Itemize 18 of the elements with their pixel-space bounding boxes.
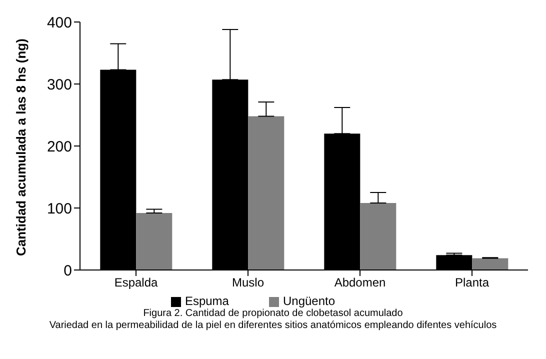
x-tick-label: Muslo [232,276,264,290]
bar [248,116,284,270]
text: Figura 2. Cantidad de propionato de clobetasol acumulado [142,308,404,320]
y-tick-label: 200 [46,138,72,156]
y-tick-label: 400 [46,14,72,32]
bar [136,212,172,270]
x-tick-label: Abdomen [334,276,386,290]
y-tick-label: 0 [64,262,72,280]
legend-label: Espuma [184,294,229,308]
x-tick-label: Espalda [114,276,158,290]
y-axis-title: Cantidad acumulada a las 8 hs (ng) [14,38,29,256]
legend-label: Ungüento [282,294,336,308]
bar [360,203,396,270]
x-tick-label: Planta [454,276,490,290]
y-tick-label: 100 [46,200,72,218]
text: Variedad en la permeabilidad de la piel en diferentes sitios anatómicos empleando difentes vehículos [48,320,498,332]
y-tick-label: 300 [46,76,72,94]
bar [472,258,508,270]
